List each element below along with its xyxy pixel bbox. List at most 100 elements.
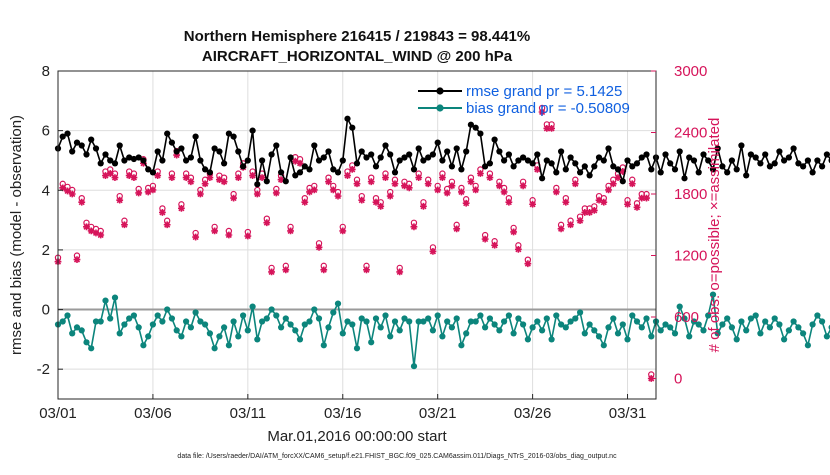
legend-bias-label: bias grand pr = -0.50809: [466, 100, 630, 117]
bias-point: [506, 312, 512, 318]
bias-point: [321, 342, 327, 348]
right-tick-label: 1200: [674, 248, 707, 265]
obs-assimilated-marker: [131, 174, 138, 181]
bias-point: [605, 324, 611, 330]
bias-point: [525, 336, 531, 342]
bias-point: [492, 321, 498, 327]
bias-point: [221, 324, 227, 330]
obs-assimilated-marker: [135, 190, 142, 197]
bias-point: [273, 312, 279, 318]
obs-assimilated-marker: [425, 180, 432, 187]
bias-point: [496, 327, 502, 333]
bias-point: [226, 342, 232, 348]
rmse-point: [335, 169, 341, 175]
rmse-point: [601, 157, 607, 163]
bias-point: [169, 315, 175, 321]
bias-point: [510, 330, 516, 336]
rmse-point: [69, 148, 75, 154]
bias-point: [311, 306, 317, 312]
obs-assimilated-marker: [78, 199, 85, 206]
obs-assimilated-marker: [449, 182, 456, 189]
obs-assimilated-marker: [187, 178, 194, 185]
bias-point: [805, 342, 811, 348]
x-tick-label: 03/21: [419, 405, 457, 422]
rmse-point: [250, 128, 256, 134]
rmse-point: [582, 163, 588, 169]
obs-assimilated-marker: [520, 182, 527, 189]
obs-assimilated-marker: [406, 184, 413, 191]
bias-point: [140, 342, 146, 348]
rmse-point: [340, 157, 346, 163]
bias-point: [800, 330, 806, 336]
rmse-point: [814, 157, 820, 163]
bias-point: [292, 327, 298, 333]
right-axis-label: # of obs: o=possible; ×=assimilated: [706, 118, 723, 353]
rmse-point: [487, 160, 493, 166]
obs-assimilated-marker: [230, 195, 237, 202]
bias-point: [121, 321, 127, 327]
left-tick-label: 2: [42, 242, 50, 259]
bias-point: [515, 315, 521, 321]
rmse-point: [677, 148, 683, 154]
bias-point: [150, 321, 156, 327]
obs-assimilated-marker: [244, 233, 251, 240]
obs-assimilated-marker: [472, 187, 479, 194]
rmse-point: [354, 160, 360, 166]
bias-point: [178, 333, 184, 339]
rmse-point: [620, 178, 626, 184]
obs-assimilated-marker: [501, 189, 508, 196]
rmse-point: [501, 157, 507, 163]
rmse-point: [753, 154, 759, 160]
obs-assimilated-marker: [235, 174, 242, 181]
rmse-point: [112, 160, 118, 166]
rmse-point: [368, 151, 374, 157]
bias-point: [463, 330, 469, 336]
rmse-point: [387, 151, 393, 157]
bias-point: [501, 318, 507, 324]
rmse-point: [88, 137, 94, 143]
legend-rmse-marker: [436, 87, 443, 94]
rmse-point: [553, 169, 559, 175]
rmse-point: [79, 142, 85, 148]
rmse-point: [178, 145, 184, 151]
bias-point: [382, 312, 388, 318]
bias-point: [430, 327, 436, 333]
rmse-point: [572, 160, 578, 166]
obs-assimilated-marker: [287, 228, 294, 235]
legend-rmse-label: rmse grand pr = 5.1425: [466, 83, 622, 100]
bias-point: [117, 330, 123, 336]
bias-point: [112, 295, 118, 301]
bias-point: [202, 321, 208, 327]
bias-point: [378, 324, 384, 330]
bias-point: [69, 330, 75, 336]
obs-assimilated-marker: [610, 180, 617, 187]
rmse-point: [197, 157, 203, 163]
rmse-point: [349, 125, 355, 131]
rmse-point: [150, 169, 156, 175]
obs-assimilated-marker: [510, 229, 517, 236]
obs-assimilated-marker: [121, 221, 128, 228]
bias-point: [658, 327, 664, 333]
rmse-point: [648, 166, 654, 172]
bias-point: [183, 318, 189, 324]
rmse-point: [98, 160, 104, 166]
rmse-point: [373, 163, 379, 169]
obs-assimilated-marker: [254, 191, 261, 198]
legend-bias-marker: [436, 104, 443, 111]
bias-point: [254, 336, 260, 342]
rmse-point: [240, 163, 246, 169]
rmse-point: [278, 169, 284, 175]
obs-assimilated-marker: [439, 174, 446, 181]
rmse-point: [805, 157, 811, 163]
rmse-point: [193, 134, 199, 140]
rmse-point: [231, 134, 237, 140]
bias-point: [624, 336, 630, 342]
rmse-point: [359, 148, 365, 154]
bias-point: [193, 309, 199, 315]
rmse-point: [786, 154, 792, 160]
bias-point: [164, 306, 170, 312]
rmse-point: [306, 166, 312, 172]
obs-assimilated-marker: [382, 174, 389, 181]
bias-point: [335, 301, 341, 307]
obs-assimilated-marker: [415, 174, 422, 181]
